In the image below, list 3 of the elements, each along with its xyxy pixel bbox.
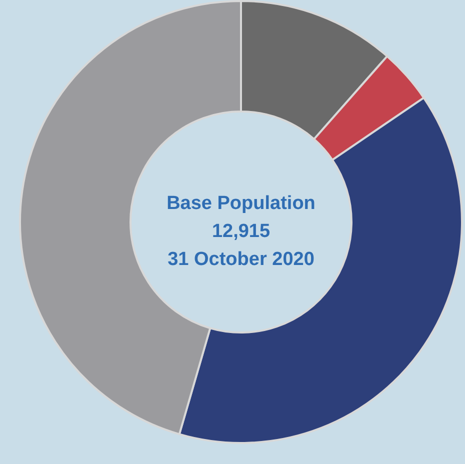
- text: 31 October 2020: [166, 248, 316, 272]
- text: Base Population: [166, 192, 316, 216]
- text: 12,915: [210, 220, 272, 244]
